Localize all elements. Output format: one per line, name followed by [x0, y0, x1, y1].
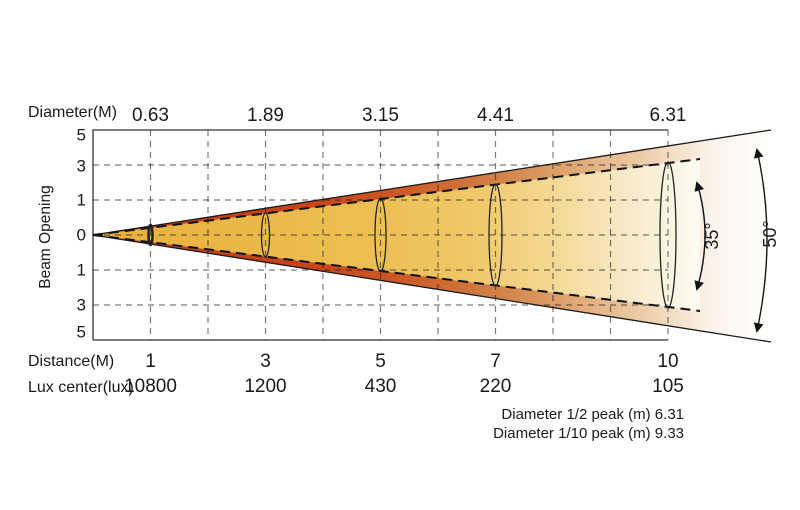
spot-ellipse-10m: [659, 161, 677, 309]
diameter-row-label: Diameter(M): [28, 104, 117, 121]
footnote-half-peak: Diameter 1/2 peak (m) 6.31: [501, 406, 684, 423]
field-angle-arc-arrow: [753, 148, 768, 333]
beam-angle-arc-arrow: [694, 181, 706, 291]
spot-ellipses-layer: [147, 161, 677, 309]
field-angle-edge-bottom: [92, 234, 772, 343]
spot-ellipse-7m: [488, 183, 503, 287]
distance-value-3: 7: [490, 351, 501, 372]
y-tick-label-6: 5: [77, 323, 86, 342]
beam-angle-cone-fill: [93, 159, 700, 311]
y-tick-label-1: 3: [77, 157, 86, 176]
distance-value-0: 1: [145, 351, 156, 372]
distance-value-2: 5: [375, 351, 386, 372]
spot-ellipse-1m: [147, 223, 154, 247]
diameter-value-2: 3.15: [362, 105, 399, 126]
diameter-value-1: 1.89: [247, 105, 284, 126]
spot-ellipse-5m: [374, 197, 387, 273]
footnote-tenth-peak: Diameter 1/10 peak (m) 9.33: [493, 425, 684, 442]
beam-angle-label: 35°: [702, 222, 722, 249]
beam-angle-edge-top: [92, 158, 701, 236]
distance-value-1: 3: [260, 351, 271, 372]
lux-value-1: 1200: [244, 376, 286, 397]
y-tick-label-3: 0: [77, 226, 86, 245]
field-angle-label: 50°: [760, 220, 780, 247]
y-tick-label-4: 1: [77, 261, 86, 280]
diameter-value-4: 6.31: [650, 105, 687, 126]
lux-value-0: 10800: [124, 376, 177, 397]
y-axis-label: Beam Opening: [37, 185, 54, 288]
y-tick-label-0: 5: [77, 126, 86, 145]
field-angle-edge-top: [92, 129, 772, 236]
distance-row-label: Distance(M): [28, 353, 114, 370]
y-tick-label-2: 1: [77, 191, 86, 210]
diameter-value-0: 0.63: [132, 105, 169, 126]
beam-angle-edge-bottom: [92, 234, 701, 312]
plot-border: [92, 129, 668, 341]
diameter-value-3: 4.41: [477, 105, 514, 126]
distance-value-4: 10: [657, 351, 678, 372]
y-tick-label-5: 3: [77, 296, 86, 315]
lux-value-3: 220: [480, 376, 512, 397]
lux-value-4: 105: [652, 376, 684, 397]
lux-row-label: Lux center(lux): [28, 379, 134, 396]
lux-value-2: 430: [365, 376, 397, 397]
spot-ellipse-3m: [260, 212, 271, 258]
